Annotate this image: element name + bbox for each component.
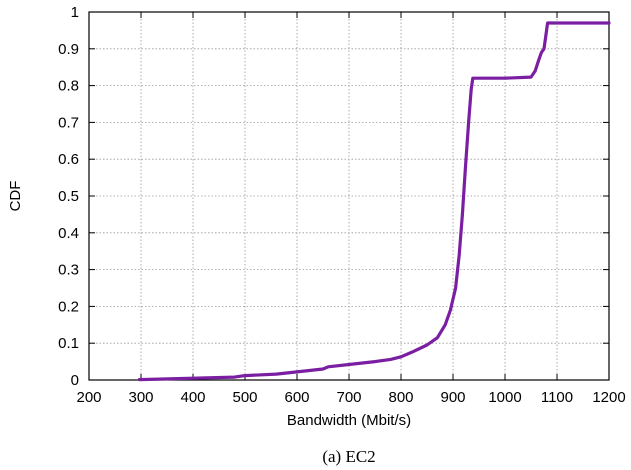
x-tick-label: 800 — [388, 389, 413, 406]
x-tick-label: 500 — [232, 389, 257, 406]
figure-caption: (a) EC2 — [322, 447, 375, 466]
y-tick-label: 0.5 — [58, 188, 79, 205]
x-tick-label: 1000 — [488, 389, 521, 406]
x-tick-label: 900 — [440, 389, 465, 406]
y-tick-label: 0.8 — [58, 78, 79, 95]
x-tick-label: 1100 — [541, 389, 573, 406]
y-axis-label: CDF — [7, 181, 24, 212]
x-tick-label: 600 — [284, 389, 309, 406]
x-tick-label: 300 — [128, 389, 153, 406]
x-tick-label: 1200 — [592, 389, 625, 406]
y-tick-label: 0.3 — [58, 262, 79, 279]
cdf-series-line — [137, 21, 611, 382]
y-tick-labels: 0 0.1 0.2 0.3 0.4 0.5 0.6 0.7 0.8 0.9 1 — [58, 4, 79, 389]
x-axis-label: Bandwidth (Mbit/s) — [287, 412, 411, 429]
y-tick-label: 0.2 — [58, 298, 79, 315]
y-tick-label: 0.9 — [58, 41, 79, 58]
x-tick-labels: 200 300 400 500 600 700 800 900 1000 1100 1200 — [76, 389, 625, 406]
y-tick-label: 0 — [71, 372, 79, 389]
x-tick-label: 700 — [336, 389, 361, 406]
x-tick-label: 200 — [76, 389, 101, 406]
grid-lines — [89, 12, 609, 380]
y-tick-label: 0.7 — [58, 114, 79, 131]
x-tick-label: 400 — [180, 389, 205, 406]
y-tick-label: 0.1 — [58, 335, 79, 352]
y-tick-label: 0.4 — [58, 225, 79, 242]
series-layer — [137, 21, 611, 382]
y-tick-label: 0.6 — [58, 151, 79, 168]
y-tick-label: 1 — [71, 4, 79, 21]
